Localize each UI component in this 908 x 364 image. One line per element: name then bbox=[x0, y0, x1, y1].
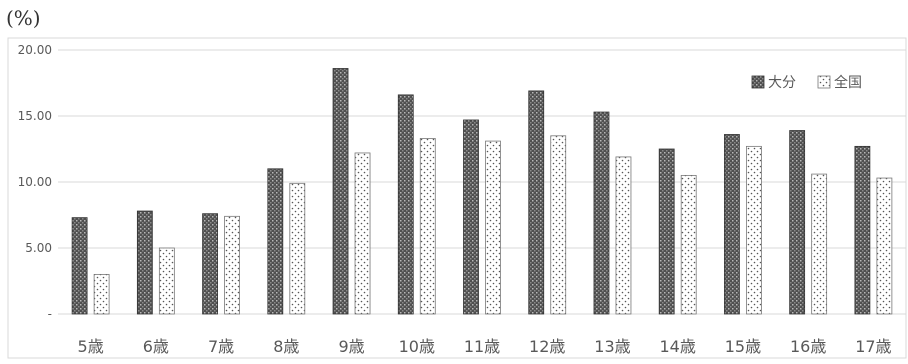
x-tick-label: 7歳 bbox=[208, 337, 234, 356]
bar-national bbox=[224, 215, 240, 315]
bar-national bbox=[158, 247, 175, 315]
bar-oita bbox=[593, 111, 610, 315]
legend-label: 全国 bbox=[834, 74, 862, 91]
bar-national bbox=[876, 177, 893, 315]
y-unit-label: (%) bbox=[6, 6, 41, 30]
bar-national bbox=[289, 182, 306, 315]
bar-oita bbox=[854, 145, 871, 315]
legend-label: 大分 bbox=[768, 75, 796, 91]
bar-oita bbox=[528, 90, 545, 315]
x-tick-label: 10歳 bbox=[399, 337, 435, 356]
y-tick-label: - bbox=[48, 307, 52, 321]
bar-oita bbox=[397, 94, 414, 315]
x-tick-label: 11歳 bbox=[464, 337, 500, 356]
bar-national bbox=[680, 174, 697, 315]
y-tick-label: 15.00 bbox=[18, 109, 52, 123]
bar-oita bbox=[332, 68, 349, 315]
x-tick-label: 14歳 bbox=[660, 337, 696, 356]
bar-national bbox=[354, 152, 371, 315]
bar-national bbox=[485, 140, 501, 315]
bar-oita bbox=[463, 119, 479, 315]
bar-national bbox=[550, 135, 567, 315]
bar-oita bbox=[202, 213, 218, 315]
bar-oita bbox=[136, 210, 153, 315]
x-tick-label: 13歳 bbox=[594, 337, 630, 356]
bar-oita bbox=[267, 168, 284, 315]
x-tick-label: 16歳 bbox=[790, 337, 826, 356]
bar-oita bbox=[724, 134, 740, 315]
bar-oita bbox=[658, 148, 675, 315]
x-tick-label: 6歳 bbox=[143, 337, 169, 356]
bar-national bbox=[93, 273, 110, 315]
bar-national bbox=[419, 138, 436, 315]
bar-oita bbox=[789, 130, 806, 315]
x-tick-label: 9歳 bbox=[338, 337, 364, 356]
bar-national bbox=[746, 145, 762, 315]
y-tick-label: 5.00 bbox=[25, 241, 52, 255]
legend-swatch bbox=[751, 75, 765, 89]
bar-oita bbox=[71, 217, 88, 315]
x-tick-label: 17歳 bbox=[855, 337, 891, 356]
x-tick-label: 15歳 bbox=[725, 337, 761, 356]
bar-national bbox=[811, 173, 828, 315]
y-tick-label: 10.00 bbox=[18, 175, 52, 189]
legend-swatch bbox=[817, 75, 831, 89]
x-tick-label: 8歳 bbox=[273, 337, 299, 356]
y-tick-label: 20.00 bbox=[18, 43, 52, 57]
plot-frame bbox=[7, 37, 907, 359]
bar-national bbox=[615, 156, 632, 315]
x-tick-label: 5歳 bbox=[78, 337, 104, 356]
x-tick-label: 12歳 bbox=[529, 337, 565, 356]
